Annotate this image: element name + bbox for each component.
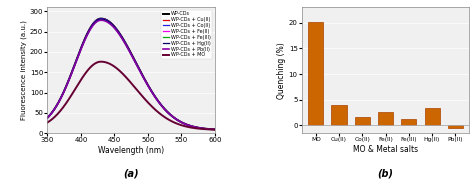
WP-CDs + Pb(II): [120, 40, 126, 42]
WP-CDs + Co(II): [171, 116, 177, 118]
WP-CDs + Fe(III): [120, 39, 126, 42]
WP-CDs + Fe(III): [98, 19, 104, 21]
Line: WP-CDs + MO: WP-CDs + MO: [47, 62, 215, 130]
Bar: [448, 125, 463, 128]
Bar: [355, 117, 370, 125]
WP-CDs + Pb(II): [45, 117, 50, 119]
WP-CDs + Fe(II): [144, 82, 149, 84]
WP-CDs + Hg(II): [45, 117, 50, 119]
WP-CDs + Fe(III): [144, 82, 149, 84]
WP-CDs + Fe(II): [171, 116, 177, 119]
Text: (a): (a): [123, 168, 139, 179]
WP-CDs + Fe(III): [171, 116, 177, 119]
WP-CDs: [98, 17, 104, 20]
WP-CDs + Pb(II): [74, 58, 80, 60]
WP-CDs + MO: [144, 100, 149, 102]
Bar: [308, 22, 323, 125]
WP-CDs: [88, 27, 93, 29]
WP-CDs: [45, 117, 50, 119]
WP-CDs + Cu(II): [88, 27, 93, 29]
WP-CDs + Cu(II): [144, 81, 149, 83]
WP-CDs + Hg(II): [212, 128, 218, 130]
WP-CDs + Fe(III): [45, 117, 50, 119]
WP-CDs: [120, 38, 126, 40]
WP-CDs + Hg(II): [144, 81, 149, 84]
WP-CDs + Pb(II): [212, 128, 218, 130]
WP-CDs: [171, 116, 177, 118]
WP-CDs + MO: [74, 85, 80, 87]
WP-CDs + Pb(II): [171, 116, 177, 119]
WP-CDs + Fe(II): [212, 128, 218, 130]
WP-CDs + Fe(II): [98, 18, 104, 21]
Y-axis label: Fluorescence intensity (a.u.): Fluorescence intensity (a.u.): [20, 20, 27, 120]
WP-CDs + Co(II): [120, 38, 126, 40]
WP-CDs + Fe(II): [120, 39, 126, 41]
Bar: [331, 105, 346, 125]
WP-CDs + Fe(II): [45, 117, 50, 119]
WP-CDs + MO: [120, 73, 126, 76]
WP-CDs + Cu(II): [74, 57, 80, 60]
WP-CDs + Hg(II): [88, 27, 93, 29]
WP-CDs + MO: [98, 61, 104, 63]
WP-CDs + Co(II): [74, 57, 80, 60]
Line: WP-CDs + Co(II): WP-CDs + Co(II): [47, 19, 215, 129]
WP-CDs + Cu(II): [98, 17, 104, 20]
WP-CDs + Cu(II): [171, 116, 177, 118]
WP-CDs + Hg(II): [98, 18, 104, 20]
WP-CDs + Fe(III): [156, 102, 162, 104]
WP-CDs + Hg(II): [120, 39, 126, 41]
Bar: [378, 112, 393, 125]
WP-CDs: [144, 81, 149, 83]
Bar: [401, 119, 416, 125]
X-axis label: Wavelength (nm): Wavelength (nm): [98, 146, 164, 155]
Line: WP-CDs + Pb(II): WP-CDs + Pb(II): [47, 20, 215, 129]
WP-CDs + Fe(II): [74, 58, 80, 60]
WP-CDs + MO: [212, 129, 218, 131]
WP-CDs: [212, 128, 218, 130]
WP-CDs + Cu(II): [212, 128, 218, 130]
WP-CDs + MO: [171, 121, 177, 123]
WP-CDs + Hg(II): [156, 102, 162, 104]
WP-CDs + Hg(II): [171, 116, 177, 118]
WP-CDs: [74, 57, 80, 60]
Legend: WP-CDs, WP-CDs + Cu(II), WP-CDs + Co(II), WP-CDs + Fe(II), WP-CDs + Fe(III), WP-: WP-CDs, WP-CDs + Cu(II), WP-CDs + Co(II)…: [161, 10, 212, 59]
WP-CDs + Cu(II): [120, 38, 126, 40]
WP-CDs + MO: [88, 66, 93, 68]
Line: WP-CDs + Fe(III): WP-CDs + Fe(III): [47, 20, 215, 129]
Line: WP-CDs: WP-CDs: [47, 19, 215, 129]
WP-CDs + Hg(II): [74, 58, 80, 60]
WP-CDs + Fe(II): [88, 27, 93, 30]
Line: WP-CDs + Cu(II): WP-CDs + Cu(II): [47, 19, 215, 129]
WP-CDs + Co(II): [88, 27, 93, 29]
WP-CDs + Cu(II): [156, 102, 162, 104]
WP-CDs + MO: [45, 122, 50, 124]
WP-CDs + Cu(II): [45, 117, 50, 119]
WP-CDs + MO: [156, 112, 162, 114]
WP-CDs + Co(II): [156, 102, 162, 104]
WP-CDs + Fe(III): [74, 58, 80, 60]
Bar: [425, 108, 439, 125]
WP-CDs + Co(II): [212, 128, 218, 130]
Y-axis label: Quenching (%): Quenching (%): [277, 42, 286, 99]
WP-CDs + Fe(III): [212, 128, 218, 130]
WP-CDs + Co(II): [98, 17, 104, 20]
WP-CDs + Pb(II): [144, 82, 149, 84]
WP-CDs + Pb(II): [98, 19, 104, 21]
WP-CDs + Co(II): [144, 81, 149, 83]
WP-CDs: [156, 102, 162, 104]
WP-CDs + Fe(III): [88, 28, 93, 30]
X-axis label: MO & Metal salts: MO & Metal salts: [353, 145, 418, 154]
WP-CDs + Fe(II): [156, 102, 162, 104]
WP-CDs + Co(II): [45, 117, 50, 119]
Text: (b): (b): [378, 168, 393, 179]
WP-CDs + Pb(II): [88, 28, 93, 30]
Line: WP-CDs + Hg(II): WP-CDs + Hg(II): [47, 19, 215, 129]
WP-CDs + Pb(II): [156, 102, 162, 104]
Line: WP-CDs + Fe(II): WP-CDs + Fe(II): [47, 19, 215, 129]
